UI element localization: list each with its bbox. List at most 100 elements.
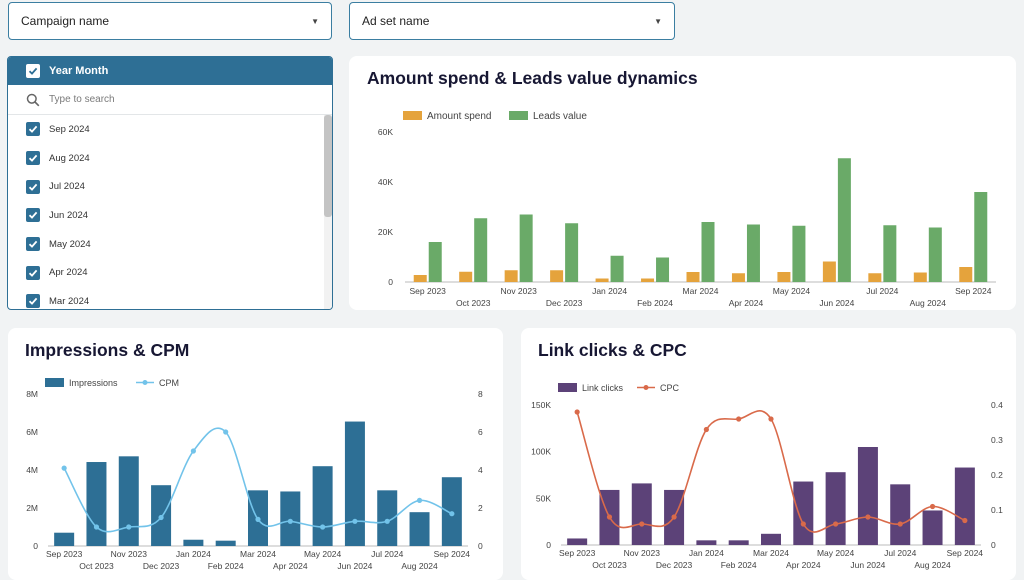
campaign-name-dropdown[interactable]: Campaign name ▼ xyxy=(8,2,332,40)
line-point xyxy=(352,518,358,524)
clicks-cpc-card: Link clicks & CPC Link clicks CPC 0 50K 100K… xyxy=(521,328,1016,580)
year-month-option[interactable]: Jul 2024 xyxy=(8,172,332,201)
ad-set-name-dropdown[interactable]: Ad set name ▼ xyxy=(349,2,675,40)
line-point xyxy=(449,511,455,517)
line-point xyxy=(929,503,936,510)
line-point xyxy=(606,514,613,520)
bar xyxy=(565,223,579,282)
check-icon xyxy=(28,126,38,134)
x-tick-label: Sep 2023 xyxy=(46,549,83,559)
y2-tick-label: 2 xyxy=(478,503,483,513)
legend-swatch xyxy=(558,383,577,392)
bar xyxy=(459,271,473,282)
line-point xyxy=(962,517,968,524)
spend-leads-card: Amount spend & Leads value dynamics Amou… xyxy=(349,56,1016,310)
line-point xyxy=(671,514,677,520)
line-point xyxy=(320,524,326,530)
bar xyxy=(595,278,609,282)
bar xyxy=(504,270,518,282)
legend-label: Link clicks xyxy=(582,383,624,393)
check-icon xyxy=(28,212,38,220)
x-tick-label: Oct 2023 xyxy=(592,560,627,570)
y-tick-label: 150K xyxy=(531,400,551,410)
line-point xyxy=(703,426,709,433)
spend-leads-chart: Amount spend Leads value 0 20K 40K 60K Sep 202… xyxy=(378,111,996,308)
option-checkbox[interactable] xyxy=(26,237,40,252)
x-tick-label: Apr 2024 xyxy=(786,560,821,570)
clicks-cpc-chart: Link clicks CPC 0 50K 100K 150K 0 0.1 0.2 0.3 0.4 S… xyxy=(531,383,1003,570)
option-label: Sep 2024 xyxy=(49,123,90,135)
bar xyxy=(822,261,836,282)
year-month-header[interactable]: Year Month xyxy=(8,57,332,85)
bar xyxy=(701,222,715,282)
line-point xyxy=(126,524,132,530)
y2-tick-label: 0 xyxy=(478,541,483,551)
clicks-cpc-title: Link clicks & CPC xyxy=(538,340,687,360)
year-month-option[interactable]: Sep 2024 xyxy=(8,115,332,144)
bar xyxy=(793,481,814,545)
bar xyxy=(731,273,745,282)
x-tick-label: Sep 2024 xyxy=(434,549,471,559)
legend-label: CPC xyxy=(660,383,680,393)
line-point xyxy=(61,465,67,471)
impressions-cpm-chart: Impressions CPM 0 2M 4M 6M 8M 0 2 4 6 8 Sep 2023 Oct … xyxy=(26,378,483,571)
option-checkbox[interactable] xyxy=(26,122,40,137)
year-month-option[interactable]: Mar 2024 xyxy=(8,287,332,309)
x-tick-label: Dec 2023 xyxy=(656,560,693,570)
bar xyxy=(610,255,624,282)
option-checkbox[interactable] xyxy=(26,151,40,166)
bar xyxy=(686,272,700,282)
x-tick-label: Sep 2023 xyxy=(410,286,447,296)
x-tick-label: Nov 2023 xyxy=(624,548,661,558)
bar xyxy=(118,456,139,546)
line-point xyxy=(93,524,100,530)
x-tick-label: Sep 2024 xyxy=(947,548,984,558)
line-point xyxy=(574,409,580,415)
x-tick-label: Feb 2024 xyxy=(721,560,757,570)
legend-marker xyxy=(142,380,148,385)
y2-tick-label: 0.2 xyxy=(991,470,1003,480)
year-month-filter: Year Month Sep 2024 Aug 2024 Jul 2024 Jun 2… xyxy=(7,56,333,310)
option-checkbox[interactable] xyxy=(26,208,40,223)
bar xyxy=(746,224,760,282)
y2-tick-label: 4 xyxy=(478,465,483,475)
y-tick-label: 4M xyxy=(26,465,38,475)
bar xyxy=(883,225,897,282)
line-point xyxy=(416,497,423,503)
year-month-option[interactable]: May 2024 xyxy=(8,230,332,259)
line-point xyxy=(223,429,229,435)
bar xyxy=(777,272,791,282)
bar xyxy=(409,512,430,546)
x-tick-label: May 2024 xyxy=(773,286,811,296)
year-month-option[interactable]: Apr 2024 xyxy=(8,258,332,287)
year-month-option[interactable]: Jun 2024 xyxy=(8,201,332,230)
x-tick-label: Aug 2024 xyxy=(910,298,947,308)
search-input[interactable] xyxy=(49,94,289,105)
option-label: Apr 2024 xyxy=(49,267,88,279)
check-icon xyxy=(28,154,38,162)
search-icon xyxy=(26,93,40,106)
x-tick-label: Oct 2023 xyxy=(79,561,114,571)
select-all-checkbox[interactable] xyxy=(26,64,40,78)
y-tick-label: 20K xyxy=(378,227,393,237)
scrollbar-thumb[interactable] xyxy=(324,115,332,217)
bar xyxy=(825,472,846,545)
x-tick-label: Mar 2024 xyxy=(240,549,276,559)
search-row xyxy=(8,85,332,115)
bar xyxy=(312,466,333,546)
option-checkbox[interactable] xyxy=(26,265,40,280)
check-icon xyxy=(28,183,38,191)
caret-down-icon: ▼ xyxy=(311,16,319,26)
check-icon xyxy=(28,67,38,75)
x-tick-label: Jul 2024 xyxy=(884,548,916,558)
option-checkbox[interactable] xyxy=(26,294,40,309)
y2-tick-label: 0 xyxy=(991,540,996,550)
line-point xyxy=(384,518,390,524)
line-point xyxy=(897,521,903,527)
year-month-title: Year Month xyxy=(49,65,109,77)
bar xyxy=(696,540,717,545)
option-checkbox[interactable] xyxy=(26,179,40,194)
year-month-option[interactable]: Aug 2024 xyxy=(8,144,332,173)
ad-set-name-label: Ad set name xyxy=(362,14,430,28)
bar xyxy=(928,227,942,282)
